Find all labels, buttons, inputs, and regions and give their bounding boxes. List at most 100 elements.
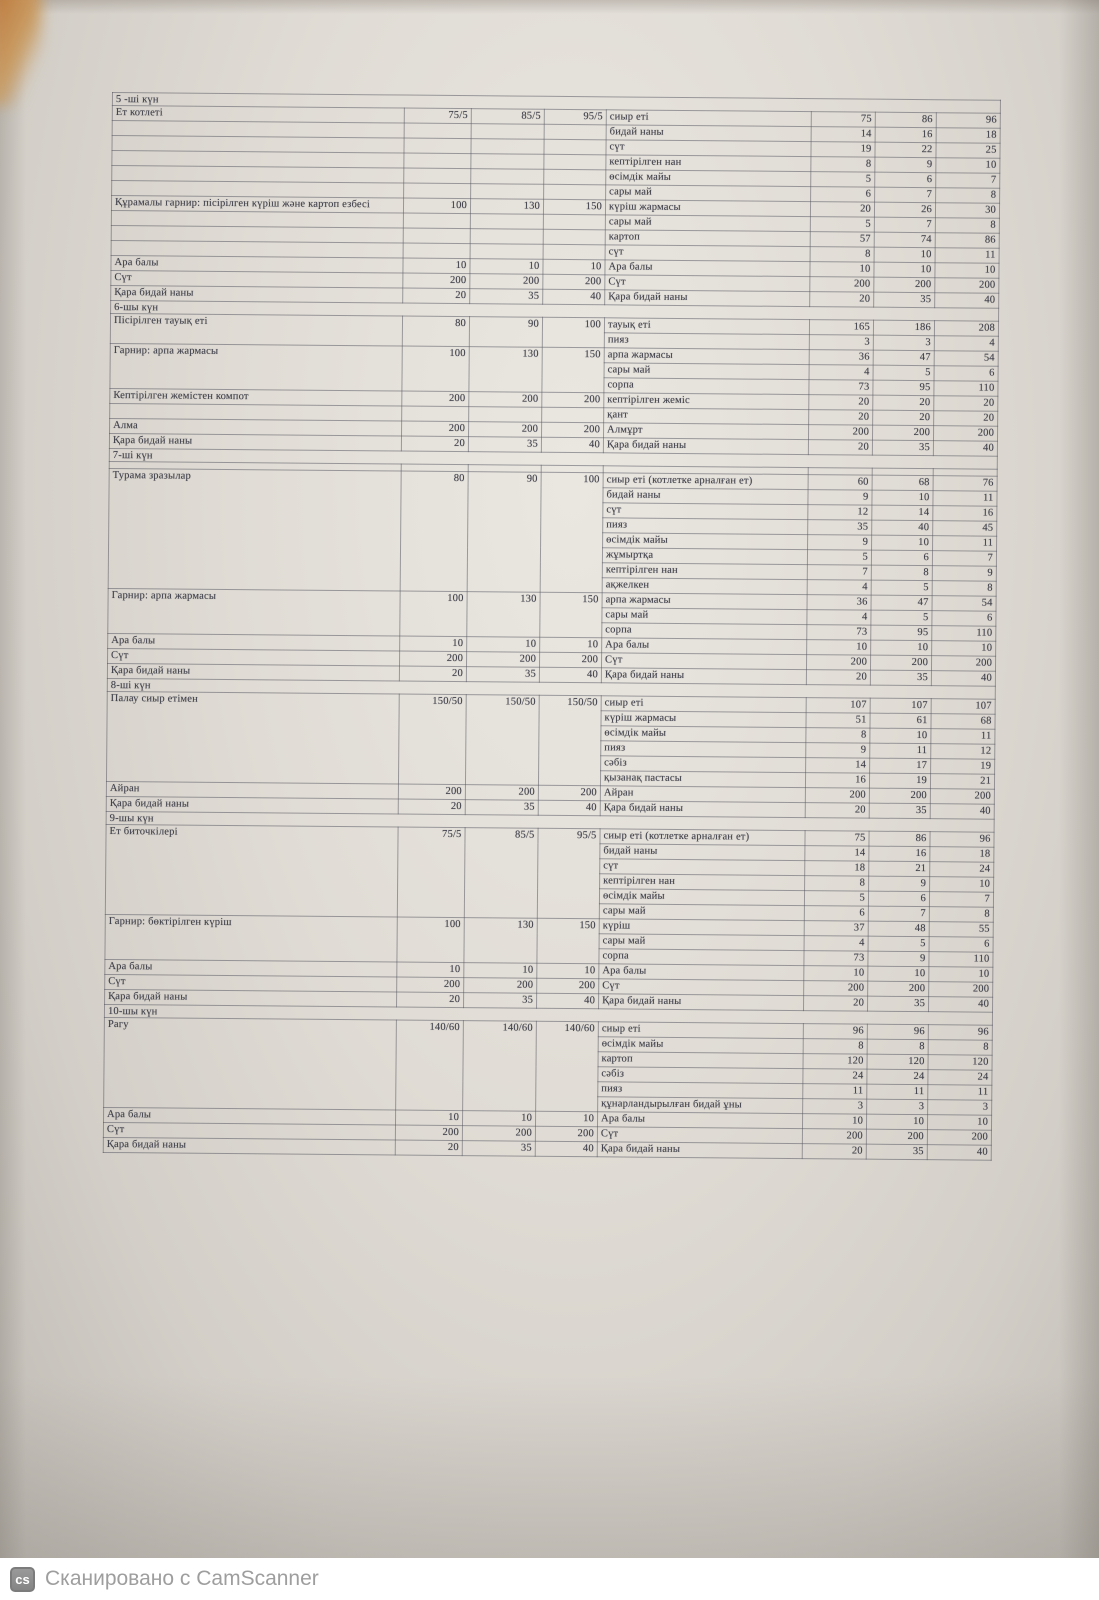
value-cell: 4 bbox=[934, 335, 999, 352]
ingredient-cell: пияз bbox=[602, 517, 808, 535]
value-cell: 12 bbox=[930, 743, 995, 760]
ingredient-cell: өсімдік майы bbox=[598, 1036, 804, 1054]
portion-cell: 80 bbox=[400, 471, 469, 592]
value-cell: 35 bbox=[869, 803, 931, 819]
portion-cell: 35 bbox=[466, 666, 540, 683]
portion-cell: 10 bbox=[462, 1110, 536, 1127]
portion-cell: 200 bbox=[469, 273, 543, 290]
value-cell: 208 bbox=[934, 320, 999, 337]
portion-cell: 130 bbox=[470, 198, 544, 215]
value-cell: 8 bbox=[803, 1038, 868, 1055]
value-cell: 96 bbox=[928, 1024, 993, 1041]
portion-cell: 200 bbox=[465, 784, 539, 801]
value-cell: 54 bbox=[934, 350, 999, 367]
value-cell: 8 bbox=[929, 906, 994, 923]
value-cell: 10 bbox=[874, 247, 936, 263]
value-cell: 22 bbox=[874, 142, 937, 158]
value-cell: 8 bbox=[871, 565, 933, 581]
value-cell: 20 bbox=[808, 394, 873, 411]
value-cell: 10 bbox=[867, 966, 929, 982]
value-cell: 96 bbox=[936, 112, 1001, 129]
value-cell: 8 bbox=[928, 1039, 993, 1056]
value-cell: 16 bbox=[805, 772, 870, 789]
value-cell: 3 bbox=[809, 334, 874, 351]
value-cell: 21 bbox=[868, 861, 930, 877]
portion-cell-empty bbox=[403, 138, 472, 154]
ingredient-cell: сиыр еті (котлетке арналған ет) bbox=[603, 472, 809, 490]
value-cell: 45 bbox=[932, 520, 997, 537]
portion-cell-empty bbox=[470, 168, 544, 185]
ingredient-cell: сәбіз bbox=[600, 755, 806, 773]
ingredient-cell: Қара бидай наны bbox=[597, 1141, 803, 1159]
ingredient-cell: кептірілген нан bbox=[602, 562, 808, 580]
portion-cell-empty bbox=[470, 153, 544, 170]
value-cell: 9 bbox=[932, 565, 997, 582]
value-cell: 8 bbox=[804, 875, 869, 892]
value-cell: 10 bbox=[871, 535, 933, 551]
ingredient-cell: бидай наны bbox=[602, 487, 809, 505]
value-cell: 11 bbox=[927, 1084, 992, 1101]
value-cell: 20 bbox=[806, 669, 871, 686]
value-cell: 11 bbox=[932, 535, 997, 552]
value-cell: 5 bbox=[873, 365, 935, 381]
portion-cell: 35 bbox=[463, 992, 537, 1009]
portion-cell: 150 bbox=[539, 592, 603, 638]
portion-cell: 100 bbox=[399, 591, 468, 637]
value-cell: 9 bbox=[807, 489, 873, 506]
portion-cell: 90 bbox=[467, 471, 542, 593]
value-cell: 25 bbox=[935, 142, 1001, 159]
portion-cell: 20 bbox=[395, 1140, 463, 1156]
value-cell: 4 bbox=[806, 609, 872, 626]
value-cell: 73 bbox=[803, 950, 869, 967]
portion-cell: 150/50 bbox=[538, 695, 602, 786]
value-cell: 35 bbox=[867, 996, 929, 1012]
ingredient-cell: арпа жармасы bbox=[604, 347, 810, 365]
value-cell: 165 bbox=[809, 319, 874, 336]
value-cell: 20 bbox=[872, 410, 934, 426]
value-cell: 200 bbox=[933, 425, 998, 442]
value-cell: 200 bbox=[808, 424, 873, 441]
ingredient-cell: сары май bbox=[604, 362, 810, 380]
portion-cell: 10 bbox=[396, 962, 464, 978]
value-cell: 8 bbox=[810, 246, 875, 263]
ingredient-cell: Қара бидай наны bbox=[600, 800, 806, 818]
portion-cell: 200 bbox=[396, 977, 464, 993]
portion-cell-empty bbox=[403, 168, 471, 184]
portion-cell-empty bbox=[543, 229, 606, 245]
value-cell: 86 bbox=[875, 112, 937, 128]
menu-table-body: 5 -ші күн Ет котлеті 75/5 85/5 95/5 сиыр еті 7… bbox=[103, 92, 1001, 1161]
ingredient-cell: Алмұрт bbox=[603, 422, 809, 440]
ingredient-cell: сорпа bbox=[598, 948, 805, 966]
value-cell: 96 bbox=[803, 1023, 868, 1040]
value-cell: 3 bbox=[802, 1098, 867, 1115]
portion-cell: 150/50 bbox=[465, 694, 540, 786]
value-cell: 6 bbox=[868, 891, 930, 907]
value-cell: 200 bbox=[927, 1129, 992, 1146]
value-cell: 10 bbox=[871, 490, 934, 506]
value-cell: 16 bbox=[868, 846, 930, 862]
value-cell: 5 bbox=[868, 936, 930, 952]
portion-cell: 130 bbox=[468, 346, 543, 393]
value-cell: 9 bbox=[867, 951, 930, 967]
ingredient-cell: қант bbox=[603, 407, 809, 425]
value-cell: 107 bbox=[870, 698, 932, 714]
portion-cell: 140/60 bbox=[462, 1020, 537, 1112]
portion-cell: 75/5 bbox=[404, 108, 472, 124]
value-cell: 26 bbox=[874, 202, 936, 218]
value-cell: 14 bbox=[811, 126, 876, 143]
value-cell: 37 bbox=[804, 920, 869, 937]
portion-cell: 200 bbox=[402, 273, 470, 289]
ingredient-cell: күріш жармасы bbox=[605, 199, 811, 217]
portion-cell-empty bbox=[403, 153, 471, 169]
value-cell: 200 bbox=[867, 981, 929, 997]
portion-cell-empty bbox=[468, 406, 542, 423]
value-cell: 8 bbox=[935, 187, 1000, 204]
value-cell: 18 bbox=[936, 127, 1001, 144]
value-cell: 61 bbox=[869, 713, 932, 729]
ingredient-cell: сары май bbox=[605, 214, 811, 232]
value-cell: 10 bbox=[809, 261, 875, 278]
value-cell: 11 bbox=[930, 728, 996, 745]
value-cell: 10 bbox=[866, 1114, 928, 1130]
portion-cell-empty bbox=[543, 244, 606, 260]
portion-cell-empty bbox=[470, 243, 544, 260]
